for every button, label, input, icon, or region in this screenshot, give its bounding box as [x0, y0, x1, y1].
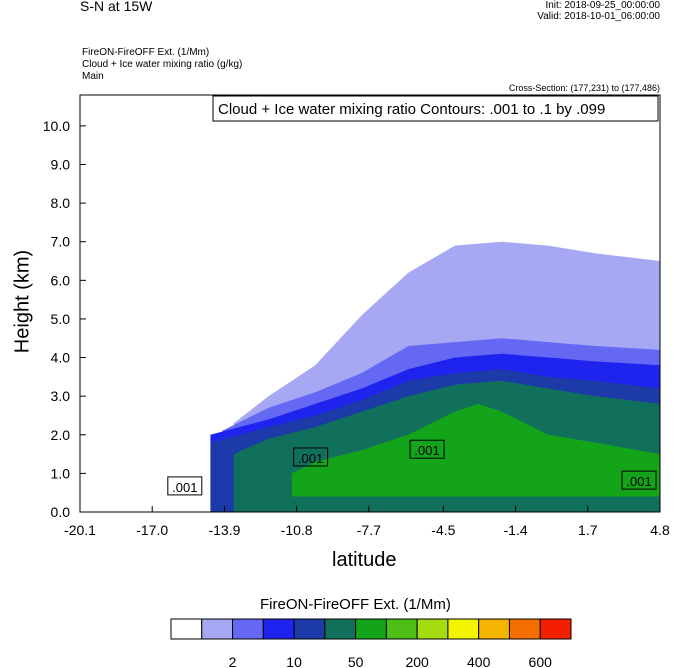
colorbar-tick-label: 600	[529, 654, 553, 668]
colorbar: 2 10 50 200 400 600	[170, 618, 572, 668]
colorbar-tick-label: 200	[405, 654, 429, 668]
x-tick-label: -10.8	[281, 522, 313, 538]
plot-frame	[79, 94, 661, 513]
y-tick-label: 2.0	[51, 427, 71, 443]
field-layer-5	[291, 403, 660, 497]
y-tick-label: 3.0	[51, 388, 71, 404]
y-tick-label: 1.0	[51, 465, 71, 481]
y-tick-label: 10.0	[43, 118, 70, 134]
colorbar-swatch	[539, 618, 572, 640]
colorbar-swatch	[508, 618, 541, 640]
contour-label: .001	[414, 443, 439, 458]
y-tick-label: 9.0	[51, 157, 71, 173]
y-tick-label: 8.0	[51, 195, 71, 211]
colorbar-tick-label: 2	[229, 654, 237, 668]
x-tick-label: -7.7	[357, 522, 381, 538]
x-tick-label: 1.7	[578, 522, 598, 538]
x-tick-label: -1.4	[504, 522, 528, 538]
colorbar-swatch	[201, 618, 234, 640]
contour-info-text: Cloud + Ice water mixing ratio Contours:…	[218, 101, 605, 118]
y-tick-label: 0.0	[51, 504, 71, 520]
contour-lines: .001 .001 .001 .001	[167, 439, 657, 496]
field-label-main: Main	[82, 71, 104, 82]
colorbar-swatch	[262, 618, 295, 640]
colorbar-swatch	[355, 618, 387, 640]
y-tick-label: 4.0	[51, 350, 71, 366]
cross-section-label: Cross-Section: (177,231) to (177,486)	[508, 83, 660, 93]
colorbar-tick-label: 50	[348, 654, 364, 668]
x-axis: -20.1 -17.0 -13.9 -10.8 -7.7 -4.5 -1.4 1.7 4.8	[64, 506, 670, 538]
x-tick-label: -20.1	[64, 522, 96, 538]
x-tick-label: -4.5	[431, 522, 455, 538]
y-axis: 0.0 1.0 2.0 3.0 4.0 5.0 6.0 7.0 8.0 9.0 10.0	[43, 118, 86, 520]
colorbar-tick-label: 10	[286, 654, 302, 668]
colorbar-swatch	[385, 618, 418, 640]
y-tick-label: 6.0	[51, 272, 71, 288]
contour-label-box	[167, 476, 203, 496]
contour-label-box	[621, 470, 657, 490]
field-label-mixing-ratio: Cloud + Ice water mixing ratio (g/kg)	[82, 59, 243, 70]
chart-title: S-N at 15W	[80, 0, 153, 14]
colorbar-swatch	[170, 618, 203, 640]
contour-info-box: Cloud + Ice water mixing ratio Contours:…	[212, 95, 659, 122]
x-tick-label: -17.0	[136, 522, 168, 538]
contour-label-box	[293, 447, 329, 467]
colorbar-swatch	[447, 618, 480, 640]
shaded-field	[210, 241, 661, 512]
contour-label-box	[409, 439, 445, 459]
colorbar-swatch	[324, 618, 357, 640]
contour-label: .001	[298, 451, 323, 466]
x-axis-label: latitude	[332, 549, 397, 571]
colorbar-tick-label: 400	[467, 654, 491, 668]
colorbar-swatch	[478, 618, 510, 640]
y-tick-label: 5.0	[51, 311, 71, 327]
contour-label: .001	[172, 480, 197, 495]
colorbar-swatch	[293, 618, 326, 640]
init-time: Init: 2018-09-25_00:00:00	[545, 0, 660, 11]
y-axis-label: Height (km)	[11, 249, 34, 354]
x-tick-label: 4.8	[650, 522, 670, 538]
field-label-extinction: FireON-FireOFF Ext. (1/Mm)	[82, 47, 210, 58]
colorbar-swatch	[416, 618, 449, 640]
colorbar-swatch	[232, 618, 264, 640]
colorbar-title: FireON-FireOFF Ext. (1/Mm)	[260, 596, 451, 613]
contour-label: .001	[626, 474, 651, 489]
y-tick-label: 7.0	[51, 234, 71, 250]
valid-time: Valid: 2018-10-01_06:00:00	[537, 11, 660, 22]
x-tick-label: -13.9	[208, 522, 240, 538]
